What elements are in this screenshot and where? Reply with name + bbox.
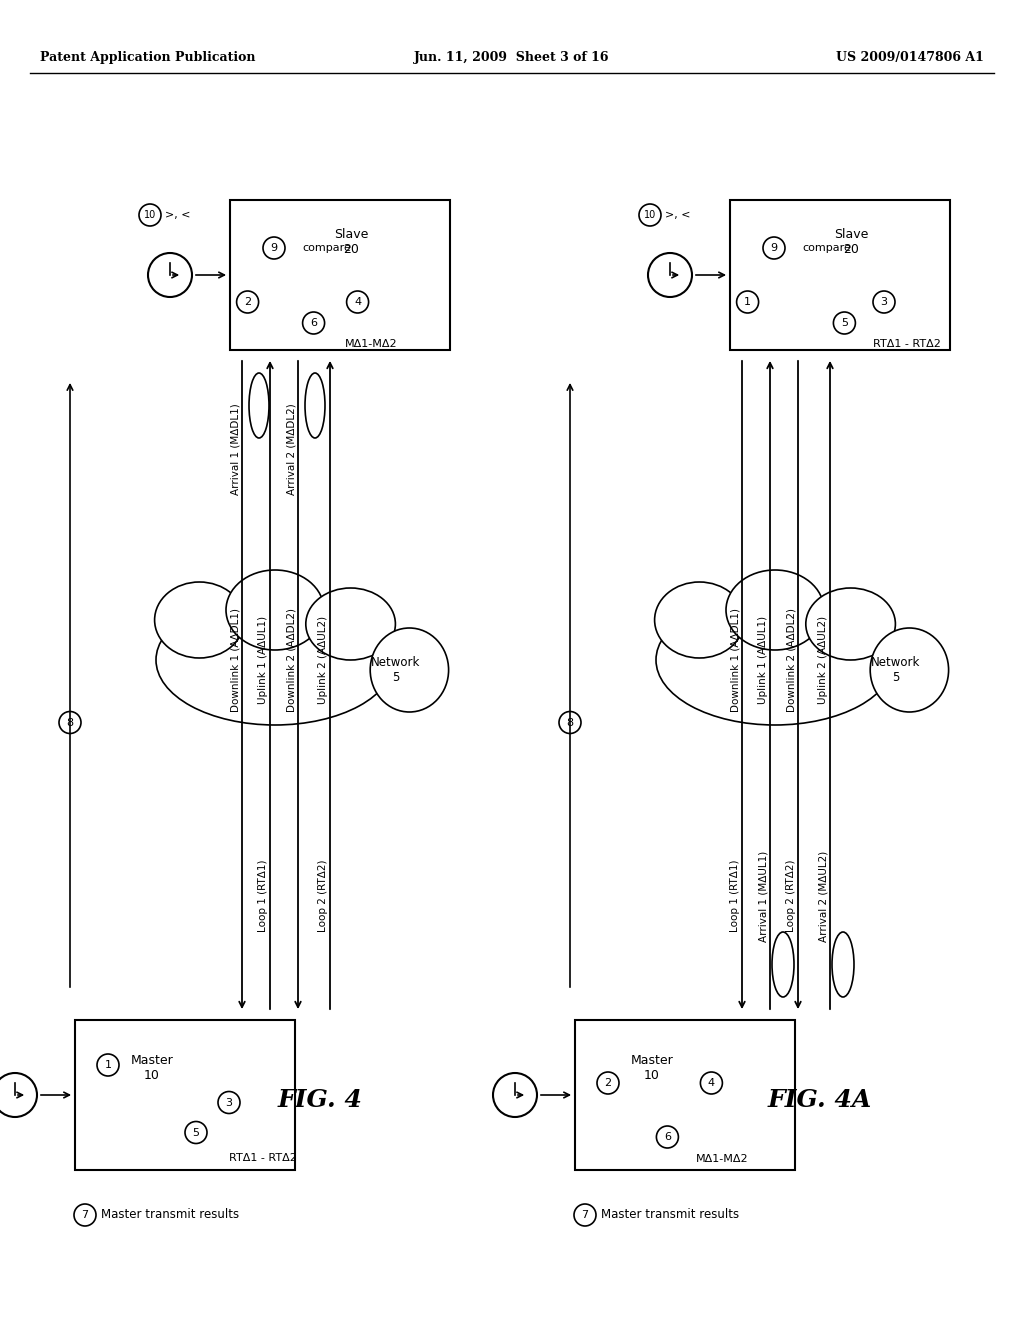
Circle shape: [346, 290, 369, 313]
Text: Downlink 1 (AΔDL1): Downlink 1 (AΔDL1): [230, 609, 240, 711]
Text: RTΔ1 - RTΔ2: RTΔ1 - RTΔ2: [229, 1152, 297, 1163]
Text: US 2009/0147806 A1: US 2009/0147806 A1: [837, 51, 984, 65]
Text: 2: 2: [604, 1078, 611, 1088]
Text: Slave
20: Slave 20: [834, 228, 868, 256]
Ellipse shape: [870, 628, 948, 711]
Text: 6: 6: [310, 318, 317, 327]
Text: Jun. 11, 2009  Sheet 3 of 16: Jun. 11, 2009 Sheet 3 of 16: [415, 51, 609, 65]
Text: 5: 5: [841, 318, 848, 327]
Text: 9: 9: [270, 243, 278, 253]
Circle shape: [263, 238, 285, 259]
Text: Arrival 2 (MΔUL2): Arrival 2 (MΔUL2): [818, 850, 828, 941]
Ellipse shape: [156, 595, 394, 725]
Ellipse shape: [831, 932, 854, 997]
Circle shape: [493, 1073, 537, 1117]
Circle shape: [648, 253, 692, 297]
Text: 3: 3: [225, 1097, 232, 1107]
Text: MΔ1-MΔ2: MΔ1-MΔ2: [696, 1155, 749, 1164]
Text: Loop 1 (RTΔ1): Loop 1 (RTΔ1): [258, 859, 268, 932]
Ellipse shape: [726, 570, 824, 649]
Text: Master
10: Master 10: [131, 1053, 173, 1082]
Text: 4: 4: [354, 297, 361, 308]
Circle shape: [700, 1072, 722, 1094]
Text: 10: 10: [144, 210, 156, 220]
Text: >, <: >, <: [165, 210, 190, 220]
Text: Uplink 1 (AΔUL1): Uplink 1 (AΔUL1): [258, 616, 268, 704]
Text: Arrival 1 (MΔDL1): Arrival 1 (MΔDL1): [230, 403, 240, 495]
Text: Uplink 1 (AΔUL1): Uplink 1 (AΔUL1): [758, 616, 768, 704]
Text: 3: 3: [881, 297, 888, 308]
Text: Loop 1 (RTΔ1): Loop 1 (RTΔ1): [730, 859, 740, 932]
Ellipse shape: [772, 932, 794, 997]
Ellipse shape: [806, 587, 895, 660]
Text: Master transmit results: Master transmit results: [601, 1209, 739, 1221]
Text: 8: 8: [67, 718, 74, 727]
Circle shape: [185, 1122, 207, 1143]
Text: compare: compare: [303, 243, 351, 253]
Text: >, <: >, <: [665, 210, 690, 220]
Text: Uplink 2 (AΔUL2): Uplink 2 (AΔUL2): [318, 616, 328, 704]
Bar: [730, 201, 950, 350]
Ellipse shape: [654, 582, 744, 657]
Circle shape: [218, 1092, 240, 1114]
Circle shape: [834, 312, 855, 334]
Text: Downlink 2 (AΔDL2): Downlink 2 (AΔDL2): [786, 609, 796, 711]
Circle shape: [0, 1073, 37, 1117]
Text: Patent Application Publication: Patent Application Publication: [40, 51, 256, 65]
Circle shape: [559, 711, 581, 734]
Text: 6: 6: [664, 1133, 671, 1142]
Text: Network
5: Network 5: [870, 656, 921, 684]
Text: Master transmit results: Master transmit results: [101, 1209, 240, 1221]
Text: 7: 7: [582, 1210, 589, 1220]
Text: compare: compare: [803, 243, 852, 253]
Text: FIG. 4: FIG. 4: [278, 1088, 362, 1111]
Text: MΔ1-MΔ2: MΔ1-MΔ2: [344, 339, 397, 348]
Circle shape: [139, 205, 161, 226]
Text: 7: 7: [82, 1210, 88, 1220]
Circle shape: [59, 711, 81, 734]
Text: 4: 4: [708, 1078, 715, 1088]
Circle shape: [574, 1204, 596, 1226]
Circle shape: [303, 312, 325, 334]
Text: Master
10: Master 10: [631, 1053, 674, 1082]
Text: Uplink 2 (AΔUL2): Uplink 2 (AΔUL2): [818, 616, 828, 704]
Ellipse shape: [371, 628, 449, 711]
Bar: [75, 1020, 295, 1170]
Ellipse shape: [249, 374, 269, 438]
Text: Loop 2 (RTΔ2): Loop 2 (RTΔ2): [318, 859, 328, 932]
Circle shape: [97, 1053, 119, 1076]
Text: Downlink 1 (AΔDL1): Downlink 1 (AΔDL1): [730, 609, 740, 711]
Circle shape: [873, 290, 895, 313]
Circle shape: [597, 1072, 618, 1094]
Circle shape: [639, 205, 662, 226]
Text: Slave
20: Slave 20: [334, 228, 369, 256]
Circle shape: [763, 238, 785, 259]
Text: 2: 2: [244, 297, 251, 308]
Bar: [575, 1020, 795, 1170]
Ellipse shape: [656, 595, 894, 725]
Text: Arrival 2 (MΔDL2): Arrival 2 (MΔDL2): [286, 403, 296, 495]
Ellipse shape: [155, 582, 244, 657]
Circle shape: [148, 253, 193, 297]
Text: 10: 10: [644, 210, 656, 220]
Ellipse shape: [305, 374, 325, 438]
Text: Network
5: Network 5: [371, 656, 420, 684]
Circle shape: [74, 1204, 96, 1226]
Text: 8: 8: [566, 718, 573, 727]
Ellipse shape: [226, 570, 324, 649]
Text: Downlink 2 (AΔDL2): Downlink 2 (AΔDL2): [286, 609, 296, 711]
Text: Loop 2 (RTΔ2): Loop 2 (RTΔ2): [786, 859, 796, 932]
Circle shape: [237, 290, 259, 313]
Text: 9: 9: [770, 243, 777, 253]
Circle shape: [736, 290, 759, 313]
Text: Arrival 1 (MΔUL1): Arrival 1 (MΔUL1): [758, 850, 768, 941]
Bar: [230, 201, 450, 350]
Text: FIG. 4A: FIG. 4A: [768, 1088, 872, 1111]
Text: 5: 5: [193, 1127, 200, 1138]
Text: 1: 1: [744, 297, 751, 308]
Circle shape: [656, 1126, 679, 1148]
Text: RTΔ1 - RTΔ2: RTΔ1 - RTΔ2: [873, 339, 941, 348]
Text: 1: 1: [104, 1060, 112, 1071]
Ellipse shape: [306, 587, 395, 660]
